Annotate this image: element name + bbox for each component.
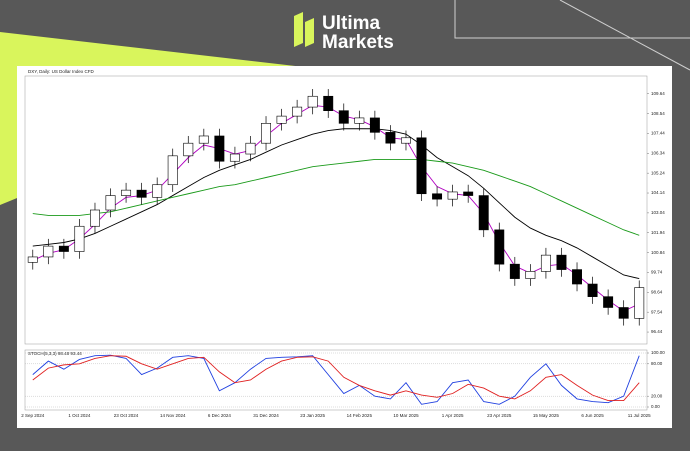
y-tick-label: 105.24 [651, 170, 665, 175]
indicator-line [32, 355, 640, 401]
candle-body [27, 256, 38, 263]
candle-body [183, 142, 194, 157]
x-tick-label: 31 Dec 2024 [253, 413, 279, 418]
candle-body [478, 195, 489, 231]
candle-body [494, 229, 505, 265]
indicator-line [32, 158, 640, 236]
indicator-title: STOCH(5,3,3) 98.48 93.44 [28, 351, 82, 356]
y-tick-label: 101.94 [651, 230, 665, 235]
candle-body [261, 123, 271, 144]
x-tick-label: 2 Sep 2024 [21, 413, 45, 418]
candle-body [90, 209, 100, 227]
y-tick-label: 103.04 [651, 210, 665, 215]
candle-body [447, 191, 458, 200]
y-tick-label: 100.84 [651, 250, 665, 255]
indicator-line [32, 128, 640, 280]
x-tick-label: 15 May 2025 [533, 413, 560, 418]
candle-body [43, 245, 54, 258]
y-tick-label: 20.00 [651, 393, 663, 398]
candle-body [463, 191, 474, 196]
candle-body [540, 254, 551, 272]
logo-icon [294, 12, 303, 47]
candle-body [307, 95, 318, 108]
x-tick-label: 10 Mar 2025 [393, 413, 419, 418]
y-tick-label: 0.00 [651, 404, 660, 409]
candle-body [198, 135, 209, 144]
indicator-line [32, 104, 640, 312]
candle-body [58, 245, 69, 252]
x-tick-label: 23 Jan 2025 [300, 413, 325, 418]
y-tick-label: 104.14 [651, 190, 665, 195]
logo-text: Markets [322, 32, 394, 53]
x-tick-label: 6 Dec 2024 [208, 413, 232, 418]
candle-body [603, 296, 614, 308]
y-tick-label: 100.00 [651, 350, 665, 355]
x-tick-label: 23 Apr 2025 [487, 413, 512, 418]
y-tick-label: 106.34 [651, 150, 665, 155]
y-tick-label: 97.54 [651, 309, 663, 314]
x-tick-label: 14 Nov 2024 [160, 413, 186, 418]
candle-body [572, 269, 582, 285]
x-tick-label: 6 Jun 2025 [581, 413, 604, 418]
candle-body [556, 254, 567, 270]
logo-icon [305, 18, 314, 47]
plot-frame [24, 349, 648, 411]
candle-body [416, 137, 427, 195]
chart-panel [17, 66, 672, 428]
candle-body [618, 307, 629, 319]
x-tick-label: 1 Oct 2024 [68, 413, 91, 418]
deco-line [559, 0, 690, 71]
logo-text: Ultima [322, 13, 381, 34]
candle-body [276, 115, 287, 124]
candle-body [587, 283, 598, 297]
candle-body [525, 271, 536, 279]
candle-body [152, 184, 163, 198]
candle-body [245, 142, 256, 155]
candle-body [634, 287, 645, 319]
y-tick-label: 80.00 [651, 361, 663, 366]
x-tick-label: 11 Jul 2025 [628, 413, 651, 418]
y-tick-label: 107.44 [651, 131, 665, 136]
candle-body [432, 193, 443, 200]
candle-body [385, 132, 396, 144]
candle-body [74, 225, 85, 252]
y-tick-label: 98.64 [651, 290, 663, 295]
candle-body [121, 189, 132, 196]
candle-body [354, 117, 365, 124]
candle-body [292, 106, 303, 117]
x-tick-label: 14 Feb 2025 [347, 413, 373, 418]
plot-frame [24, 75, 648, 345]
y-tick-label: 108.54 [651, 111, 665, 116]
y-tick-label: 109.64 [651, 91, 665, 96]
deco-line [454, 0, 690, 39]
candle-body [105, 195, 116, 211]
candle-body [323, 95, 334, 111]
candle-body [136, 189, 147, 198]
candle-body [167, 155, 178, 186]
y-tick-label: 99.74 [651, 270, 663, 275]
x-tick-label: 23 Oct 2024 [114, 413, 139, 418]
candle-body [369, 117, 380, 133]
x-tick-label: 1 Apr 2025 [442, 413, 464, 418]
candle-body [401, 137, 411, 144]
chart-title: DXY, Daily: US Dollar Index CFD [28, 69, 94, 74]
candle-body [338, 110, 349, 124]
indicator-line [32, 354, 640, 405]
candle-body [229, 153, 240, 162]
candle-body [509, 263, 520, 279]
candle-body [214, 135, 225, 162]
y-tick-label: 96.44 [651, 329, 663, 334]
